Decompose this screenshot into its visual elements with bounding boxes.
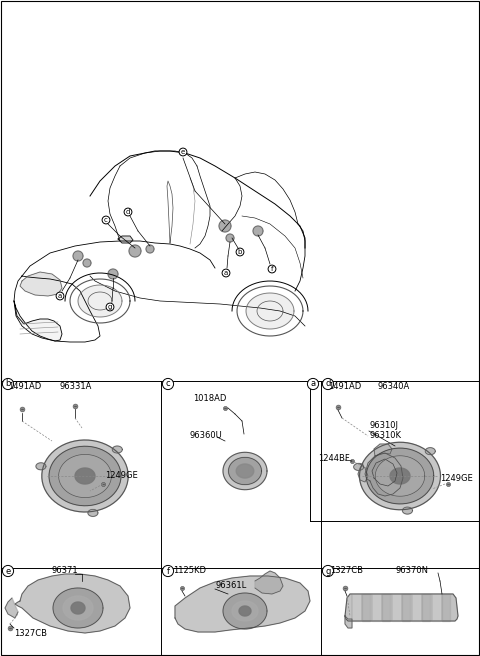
Text: g: g (325, 567, 331, 575)
Polygon shape (223, 452, 267, 489)
Polygon shape (345, 616, 352, 628)
Polygon shape (49, 446, 121, 506)
Polygon shape (372, 459, 397, 486)
Polygon shape (129, 245, 141, 257)
Polygon shape (255, 571, 283, 594)
Text: f: f (167, 567, 169, 575)
Polygon shape (15, 574, 130, 633)
Polygon shape (366, 448, 434, 504)
Polygon shape (83, 259, 91, 267)
Polygon shape (228, 457, 262, 485)
Polygon shape (118, 236, 133, 243)
Polygon shape (108, 269, 118, 279)
Text: a: a (311, 380, 315, 388)
Polygon shape (14, 301, 62, 341)
Text: e: e (181, 149, 185, 155)
Polygon shape (412, 594, 420, 621)
Polygon shape (246, 293, 294, 329)
Text: 96361L: 96361L (215, 581, 246, 590)
Polygon shape (372, 594, 380, 621)
Polygon shape (223, 593, 267, 629)
Polygon shape (352, 594, 360, 621)
Text: 96340A: 96340A (378, 382, 410, 391)
Text: a: a (58, 293, 62, 299)
Polygon shape (236, 464, 254, 478)
Polygon shape (253, 226, 263, 236)
Text: 96370N: 96370N (395, 566, 428, 575)
Text: f: f (271, 266, 273, 272)
Text: 1018AD: 1018AD (193, 394, 227, 403)
Text: 96360U: 96360U (190, 431, 223, 440)
Polygon shape (73, 251, 83, 261)
Text: 1249GE: 1249GE (440, 474, 473, 483)
Polygon shape (175, 576, 310, 632)
Text: 96371: 96371 (52, 566, 79, 575)
Polygon shape (219, 220, 231, 232)
Polygon shape (402, 507, 412, 514)
Text: d: d (126, 209, 130, 215)
Text: g: g (108, 304, 112, 310)
Text: 1491AD: 1491AD (8, 382, 41, 391)
Polygon shape (422, 594, 430, 621)
Polygon shape (112, 446, 122, 453)
Polygon shape (20, 272, 62, 296)
Polygon shape (375, 456, 425, 496)
Polygon shape (36, 463, 46, 470)
Polygon shape (232, 601, 258, 621)
Polygon shape (88, 509, 98, 516)
Text: 96310J: 96310J (370, 421, 399, 430)
Polygon shape (239, 606, 251, 616)
Polygon shape (354, 463, 364, 470)
Text: b: b (238, 249, 242, 255)
Polygon shape (42, 440, 128, 512)
Polygon shape (358, 464, 368, 482)
Text: e: e (5, 567, 11, 575)
Polygon shape (432, 594, 440, 621)
Polygon shape (402, 594, 410, 621)
Polygon shape (78, 285, 122, 317)
Polygon shape (345, 594, 458, 621)
Polygon shape (5, 598, 18, 618)
Text: 96310K: 96310K (370, 431, 402, 440)
Polygon shape (360, 442, 441, 510)
Text: b: b (5, 380, 11, 388)
Polygon shape (392, 594, 400, 621)
Polygon shape (226, 234, 234, 242)
Polygon shape (53, 588, 103, 628)
Polygon shape (59, 455, 111, 498)
Text: 1327CB: 1327CB (14, 629, 47, 638)
Polygon shape (390, 468, 410, 484)
Text: c: c (104, 217, 108, 223)
Polygon shape (365, 453, 403, 496)
Polygon shape (382, 594, 390, 621)
Polygon shape (71, 602, 85, 614)
Text: 1327CB: 1327CB (330, 566, 363, 575)
Text: d: d (325, 380, 331, 388)
Text: 1249GE: 1249GE (105, 471, 138, 480)
Text: a: a (224, 270, 228, 276)
Polygon shape (425, 447, 435, 455)
Polygon shape (146, 245, 154, 253)
Text: 1491AD: 1491AD (328, 382, 361, 391)
Text: c: c (166, 380, 170, 388)
Polygon shape (75, 468, 95, 484)
Polygon shape (374, 444, 392, 456)
Text: 96331A: 96331A (60, 382, 92, 391)
Polygon shape (379, 467, 391, 475)
Text: 1125KD: 1125KD (173, 566, 206, 575)
Polygon shape (442, 594, 450, 621)
Text: 1244BF: 1244BF (318, 454, 350, 463)
Polygon shape (63, 596, 93, 620)
Polygon shape (362, 594, 370, 621)
